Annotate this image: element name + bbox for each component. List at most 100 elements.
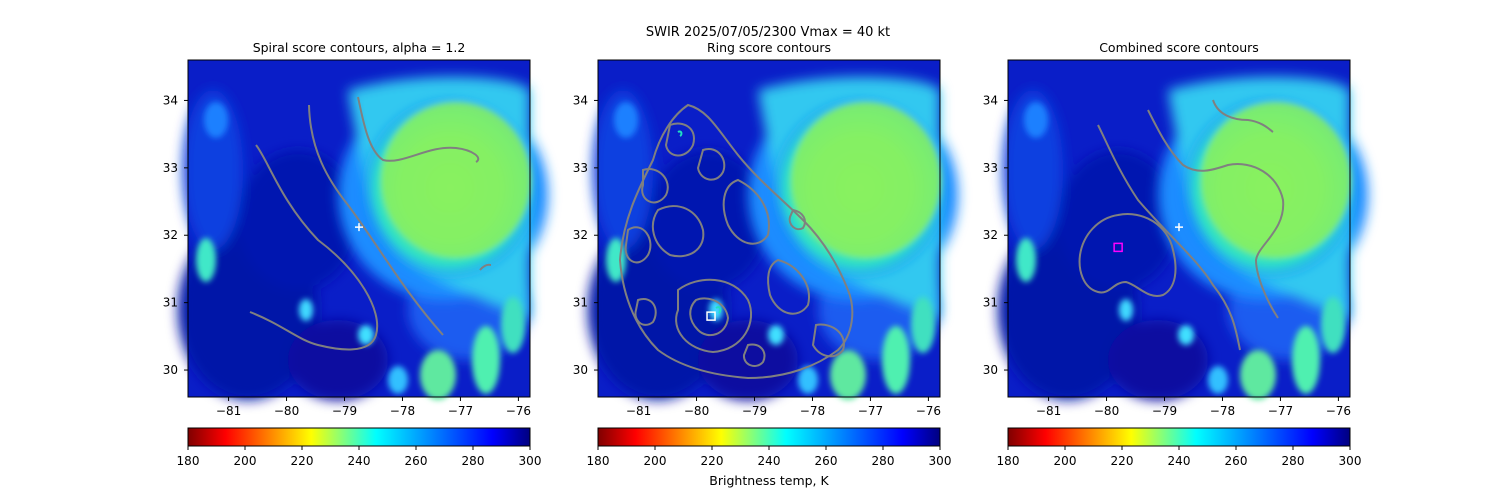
- ring-contour: [722, 178, 770, 245]
- ring-contour: [788, 208, 806, 231]
- x-tick-label: −76: [916, 404, 941, 418]
- colorbar-tick-label: 220: [701, 454, 724, 468]
- contour-lines: [249, 96, 492, 351]
- x-tick-label: −78: [1210, 404, 1235, 418]
- colorbar-tick-label: 180: [587, 454, 610, 468]
- y-tick-label: 34: [573, 93, 588, 107]
- satellite-image: [178, 60, 548, 400]
- ring-score-panel: Ring score contours −81 −80 −79 −78 −77 −76 30…: [573, 40, 958, 418]
- center-square-marker: [1113, 242, 1123, 253]
- y-tick-label: 33: [983, 161, 998, 175]
- x-tick-label: −79: [1152, 404, 1177, 418]
- colorbar-gradient: [1007, 427, 1351, 447]
- panel-title: Spiral score contours, alpha = 1.2: [253, 40, 466, 55]
- panel-title: Combined score contours: [1099, 40, 1259, 55]
- colorbar-gradient: [597, 427, 941, 447]
- colorbar-tick-label: 200: [234, 454, 257, 468]
- center-plus-marker: [1175, 223, 1183, 232]
- combined-score-panel: Combined score contours −81 −80 −79 −78 −77 −…: [983, 40, 1368, 418]
- y-tick-label: 31: [163, 296, 178, 310]
- colorbar-gradient: [187, 427, 531, 447]
- colorbar-tick-label: 280: [1282, 454, 1305, 468]
- colorbar-tick-label: 280: [872, 454, 895, 468]
- x-tick-label: −76: [1326, 404, 1351, 418]
- colorbar-tick-label: 260: [1225, 454, 1248, 468]
- ring-contour: [675, 278, 753, 354]
- x-tick-label: −77: [858, 404, 883, 418]
- y-tick-label: 34: [983, 93, 998, 107]
- colorbar-spiral: 180 200 220 240 260 280 300: [177, 427, 542, 468]
- x-tick-label: −79: [332, 404, 357, 418]
- cyan-contour: [677, 130, 683, 137]
- x-tick-label: −77: [448, 404, 473, 418]
- y-tick-label: 31: [573, 296, 588, 310]
- colorbar-ring: 180 200 220 240 260 280 300: [587, 427, 952, 468]
- ring-contour: [742, 343, 766, 367]
- colorbar-tick-label: 300: [519, 454, 542, 468]
- satellite-image: [998, 60, 1368, 400]
- x-tick-label: −79: [742, 404, 767, 418]
- ring-contour: [767, 258, 810, 315]
- colorbar-tick-label: 260: [815, 454, 838, 468]
- ring-contour: [624, 226, 652, 264]
- ring-contour: [641, 168, 669, 204]
- colorbar-tick-label: 300: [929, 454, 952, 468]
- cyan-contour: [715, 306, 722, 314]
- x-tick-label: −76: [506, 404, 531, 418]
- colorbar-tick-label: 200: [644, 454, 667, 468]
- ring-contour: [811, 323, 845, 358]
- ring-contour: [634, 298, 657, 326]
- y-tick-label: 33: [163, 161, 178, 175]
- x-tick-label: −80: [1094, 404, 1119, 418]
- center-square-marker: [706, 311, 716, 321]
- x-tick-label: −80: [274, 404, 299, 418]
- colorbar-tick-label: 180: [997, 454, 1020, 468]
- spiral-contour: [308, 104, 444, 336]
- y-tick-label: 30: [983, 363, 998, 377]
- colorbar-tick-label: 220: [291, 454, 314, 468]
- y-tick-label: 30: [163, 363, 178, 377]
- ring-contour: [689, 297, 730, 337]
- spiral-contour: [357, 96, 480, 163]
- y-tick-label: 30: [573, 363, 588, 377]
- spiral-contour: [479, 263, 492, 271]
- ring-contour: [618, 103, 854, 380]
- combined-contour: [1097, 124, 1241, 351]
- x-tick-label: −81: [1036, 404, 1061, 418]
- colorbar-tick-label: 220: [1111, 454, 1134, 468]
- suptitle: SWIR 2025/07/05/2300 Vmax = 40 kt: [646, 25, 890, 40]
- combined-contour: [1212, 99, 1274, 133]
- plot-frame: [187, 59, 531, 398]
- spiral-contour: [249, 144, 379, 351]
- y-tick-label: 33: [573, 161, 588, 175]
- x-tick-label: −81: [216, 404, 241, 418]
- contour-lines: [618, 103, 854, 380]
- plot-frame: [597, 59, 941, 398]
- spiral-score-panel: Spiral score contours, alpha = 1.2 −81 −8…: [163, 40, 548, 418]
- ring-contour: [664, 122, 695, 157]
- x-tick-label: −78: [800, 404, 825, 418]
- y-tick-label: 32: [983, 228, 998, 242]
- colorbar-tick-label: 240: [1168, 454, 1191, 468]
- colorbar-combined: 180 200 220 240 260 280 300: [997, 427, 1362, 468]
- ring-contour: [651, 205, 705, 258]
- colorbar-tick-label: 260: [405, 454, 428, 468]
- y-tick-label: 32: [573, 228, 588, 242]
- plot-frame: [1007, 59, 1351, 398]
- colorbar-label: Brightness temp, K: [709, 473, 829, 488]
- x-tick-label: −80: [684, 404, 709, 418]
- x-tick-label: −81: [626, 404, 651, 418]
- colorbar-tick-label: 200: [1054, 454, 1077, 468]
- colorbar-tick-label: 180: [177, 454, 200, 468]
- y-tick-label: 34: [163, 93, 178, 107]
- x-tick-label: −78: [390, 404, 415, 418]
- x-tick-label: −77: [1268, 404, 1293, 418]
- panel-title: Ring score contours: [707, 40, 831, 55]
- combined-contour: [1147, 109, 1285, 319]
- y-tick-label: 31: [983, 296, 998, 310]
- ring-contour: [696, 148, 726, 181]
- colorbar-tick-label: 300: [1339, 454, 1362, 468]
- colorbar-tick-label: 240: [758, 454, 781, 468]
- contour-lines: [1078, 99, 1285, 351]
